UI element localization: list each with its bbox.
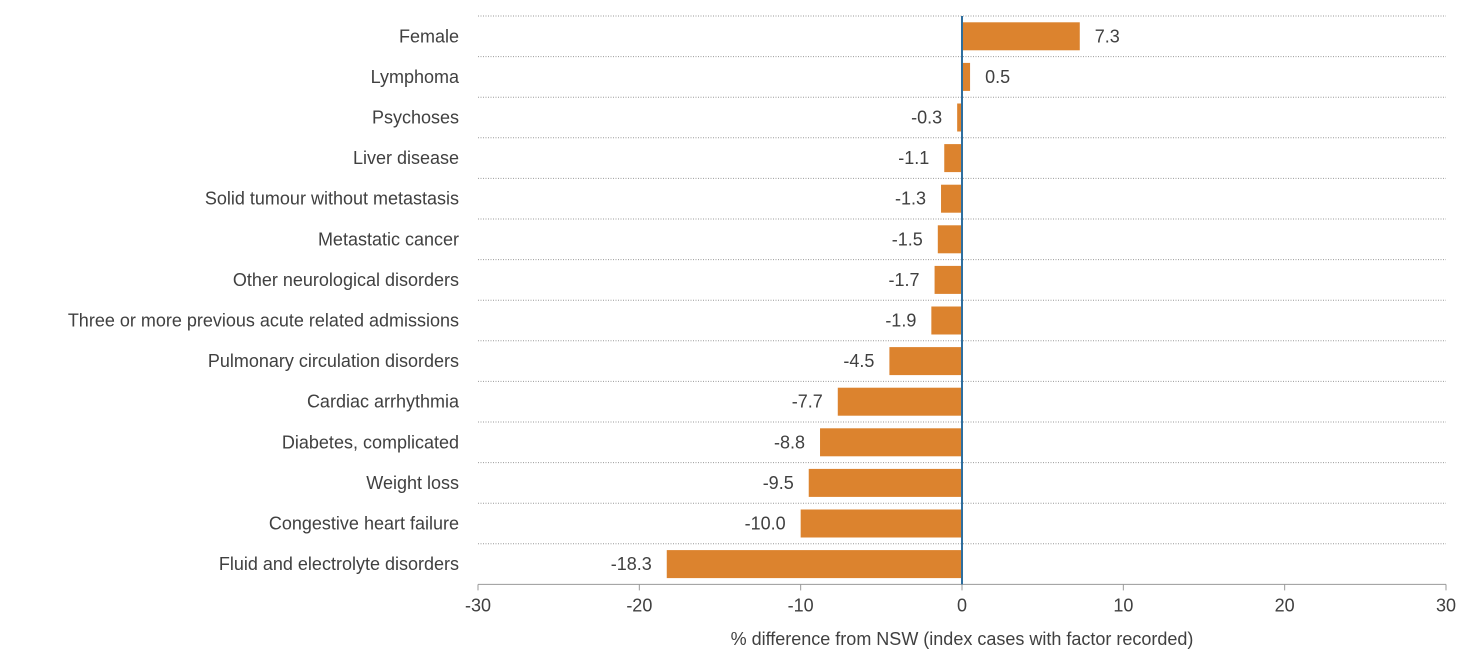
x-tick-label: 30	[1436, 595, 1456, 615]
bar	[962, 62, 971, 91]
x-tick-label: 20	[1275, 595, 1295, 615]
bar	[666, 550, 962, 579]
bar	[934, 265, 962, 294]
category-label: Female	[399, 26, 459, 46]
bar	[800, 509, 962, 538]
value-label: -4.5	[843, 351, 874, 371]
value-labels: 7.3 0.5 -0.3 -1.1 -1.3 -1.5 -1.7 -1.9 -4.5 -7.7 -8…	[611, 26, 1120, 574]
bar	[944, 144, 962, 173]
x-tick-label: 10	[1113, 595, 1133, 615]
x-tick-label: -20	[626, 595, 652, 615]
category-label: Congestive heart failure	[269, 514, 459, 534]
category-labels: Female Lymphoma Psychoses Liver disease Soli…	[68, 26, 460, 574]
category-label: Three or more previous acute related adm…	[68, 311, 459, 331]
value-label: 7.3	[1095, 26, 1120, 46]
x-axis: -30 -20 -10 0 10 20 30	[465, 16, 1456, 615]
bar	[808, 468, 962, 497]
bar	[941, 184, 962, 213]
category-label: Diabetes, complicated	[282, 432, 459, 452]
value-label: 0.5	[985, 67, 1010, 87]
value-label: -7.7	[792, 392, 823, 412]
x-tick-label: -30	[465, 595, 491, 615]
x-tick-label: -10	[788, 595, 814, 615]
category-label: Solid tumour without metastasis	[205, 189, 459, 209]
category-label: Pulmonary circulation disorders	[208, 351, 459, 371]
bar	[889, 347, 962, 376]
value-label: -8.8	[774, 432, 805, 452]
category-label: Weight loss	[366, 473, 459, 493]
bar	[937, 225, 962, 254]
value-label: -9.5	[763, 473, 794, 493]
bar	[962, 22, 1080, 51]
bars	[666, 22, 1080, 579]
category-label: Metastatic cancer	[318, 229, 459, 249]
category-label: Liver disease	[353, 148, 459, 168]
value-label: -18.3	[611, 554, 652, 574]
value-label: -1.7	[889, 270, 920, 290]
category-label: Other neurological disorders	[233, 270, 459, 290]
bar	[957, 103, 962, 132]
bar	[837, 387, 962, 416]
x-tick-label: 0	[957, 595, 967, 615]
value-label: -10.0	[745, 514, 786, 534]
bar	[931, 306, 962, 335]
bar	[820, 428, 962, 457]
category-label: Psychoses	[372, 108, 459, 128]
value-label: -1.3	[895, 189, 926, 209]
value-label: -1.9	[885, 311, 916, 331]
category-label: Lymphoma	[371, 67, 460, 87]
category-label: Cardiac arrhythmia	[307, 392, 460, 412]
value-label: -1.5	[892, 229, 923, 249]
x-axis-title: % difference from NSW (index cases with …	[731, 629, 1194, 649]
value-label: -0.3	[911, 108, 942, 128]
category-label: Fluid and electrolyte disorders	[219, 554, 459, 574]
value-label: -1.1	[898, 148, 929, 168]
